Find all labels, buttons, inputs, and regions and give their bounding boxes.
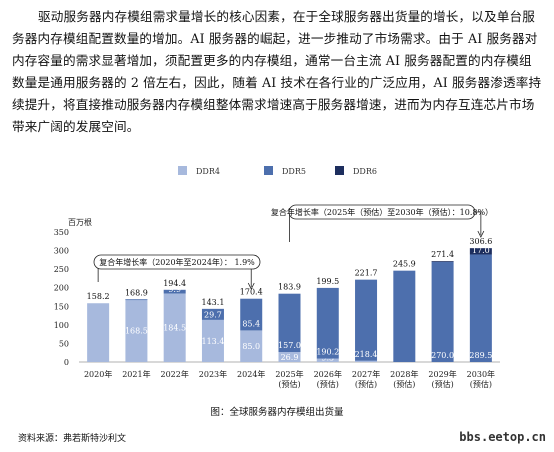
- y-tick-label: 150: [54, 302, 69, 311]
- y-tick-label: 0: [64, 358, 69, 367]
- y-unit-label: 百万根: [68, 217, 92, 227]
- total-label: 143.1: [202, 298, 225, 307]
- bar-segment-ddr5: [125, 299, 148, 301]
- x-tick-label: 2020年: [84, 369, 112, 379]
- total-label: 158.2: [87, 292, 110, 301]
- total-label: 199.5: [316, 277, 339, 286]
- total-label: 168.9: [125, 288, 148, 297]
- cagr-annotations: 复合年增长率（2020年至2024年）： 1.9% 复合年增长率（2025年（预估…: [93, 204, 493, 290]
- x-tick-label: 2025年: [275, 369, 303, 379]
- x-tick-label: 2022年: [161, 369, 189, 379]
- legend-label-ddr6: DDR6: [353, 167, 377, 176]
- total-label: 183.9: [278, 283, 301, 292]
- data-label-ddr5: 190.2: [316, 348, 339, 357]
- x-tick-label: (预估): [393, 379, 415, 389]
- bar-segment-ddr5: [355, 279, 378, 361]
- bar-segment-ddr4: [316, 358, 339, 362]
- data-label-ddr5: 85.4: [242, 319, 260, 328]
- y-tick-label: 250: [54, 265, 69, 274]
- source-note: 资料来源：弗若斯特沙利文: [18, 434, 127, 444]
- cagr-box-1: [93, 254, 261, 270]
- y-tick-label: 300: [54, 247, 69, 256]
- legend-swatch-ddr6: [335, 166, 344, 175]
- bar-segment-ddr6: [469, 248, 492, 255]
- figure-caption: 图：全球服务器内存模组出货量: [210, 407, 344, 418]
- y-tick-label: 350: [54, 228, 69, 237]
- y-tick-label: 200: [54, 284, 69, 293]
- bar-segment-ddr4: [278, 352, 301, 362]
- data-label-ddr5: 9.9: [168, 285, 181, 294]
- y-axis: 0 50 100 150 200 250 300 350: [54, 228, 500, 367]
- cagr-text-1: 复合年增长率（2020年至2024年）： 1.9%: [99, 257, 255, 267]
- x-tick-label: 2029年: [428, 369, 456, 379]
- x-tick-label: 2028年: [390, 369, 418, 379]
- watermark: bbs.eetop.cn: [459, 430, 546, 444]
- x-tick-label: (预估): [355, 379, 377, 389]
- cagr-arrow-2: [477, 230, 485, 238]
- x-tick-label: 2026年: [314, 369, 342, 379]
- bar-segment-ddr5: [431, 261, 454, 362]
- chart-legend: DDR4 DDR5 DDR6: [178, 166, 377, 176]
- data-label-ddr5: 218.4: [355, 350, 378, 359]
- bar-segment-ddr4: [201, 319, 224, 362]
- bar-segment-ddr6: [431, 261, 454, 262]
- body-paragraph: 驱动服务器内存模组需求量增长的核心因素，在于全球服务器出货量的增长，以及单台服务…: [12, 9, 542, 134]
- total-label: 221.7: [355, 269, 378, 278]
- x-tick-label: 2027年: [352, 369, 380, 379]
- data-label-ddr5: 157.0: [278, 341, 301, 350]
- data-label-ddr4: 85.0: [242, 342, 260, 351]
- x-tick-label: 2021年: [122, 369, 150, 379]
- x-tick-label: 2023年: [199, 369, 227, 379]
- total-label: 271.4: [431, 250, 454, 259]
- x-tick-label: 2024年: [237, 369, 265, 379]
- bar-segment-ddr4: [163, 293, 186, 362]
- data-label-ddr5: 29.7: [204, 310, 222, 319]
- bar-segment-ddr4: [87, 303, 110, 362]
- bar-segment-ddr5: [201, 308, 224, 320]
- legend-swatch-ddr4: [178, 166, 187, 175]
- total-label: 170.4: [240, 288, 263, 297]
- bar-segment-ddr5: [278, 293, 301, 353]
- bar-segment-ddr5: [393, 270, 416, 362]
- total-label: 245.9: [393, 260, 416, 269]
- bar-segment-ddr5: [240, 298, 263, 331]
- bar-segment-ddr4: [355, 360, 378, 362]
- x-tick-label: (预估): [317, 379, 339, 389]
- data-label-ddr6: 17.0: [472, 246, 490, 255]
- bar-segment-ddr5: [469, 254, 492, 362]
- data-label-ddr4: 168.5: [125, 327, 148, 336]
- data-label-ddr5: 270.0: [431, 351, 454, 360]
- data-label-ddr5: 0.4: [130, 291, 143, 300]
- data-label-ddr4: 26.9: [281, 353, 299, 362]
- y-tick-label: 50: [59, 339, 69, 348]
- data-label-ddr5: 289.5: [469, 351, 492, 360]
- bar-segment-ddr4: [125, 299, 148, 362]
- cagr-box-2: [288, 204, 476, 220]
- bar-segment-ddr5: [163, 289, 186, 294]
- legend-label-ddr5: DDR5: [282, 167, 306, 176]
- legend-label-ddr4: DDR4: [196, 167, 220, 176]
- bar-segment-ddr5: [316, 287, 339, 359]
- total-label: 194.4: [163, 279, 186, 288]
- legend-swatch-ddr5: [264, 166, 273, 175]
- x-tick-label: (预估): [278, 379, 300, 389]
- cagr-text-2: 复合年增长率（2025年（预估）至2030年（预估）：10.8%）: [271, 207, 493, 217]
- data-label-ddr4: 113.4: [202, 337, 225, 346]
- y-tick-label: 100: [54, 321, 69, 330]
- x-tick-label: (预估): [431, 379, 453, 389]
- x-tick-label: (预估): [470, 379, 492, 389]
- x-tick-label: 2030年: [467, 369, 495, 379]
- bar-segment-ddr4: [240, 330, 263, 362]
- data-label-ddr4: 184.5: [163, 324, 186, 333]
- cagr-arrow-1: [247, 282, 255, 290]
- total-label: 306.6: [469, 237, 492, 246]
- data-label-ddr6: 1.4: [436, 253, 449, 262]
